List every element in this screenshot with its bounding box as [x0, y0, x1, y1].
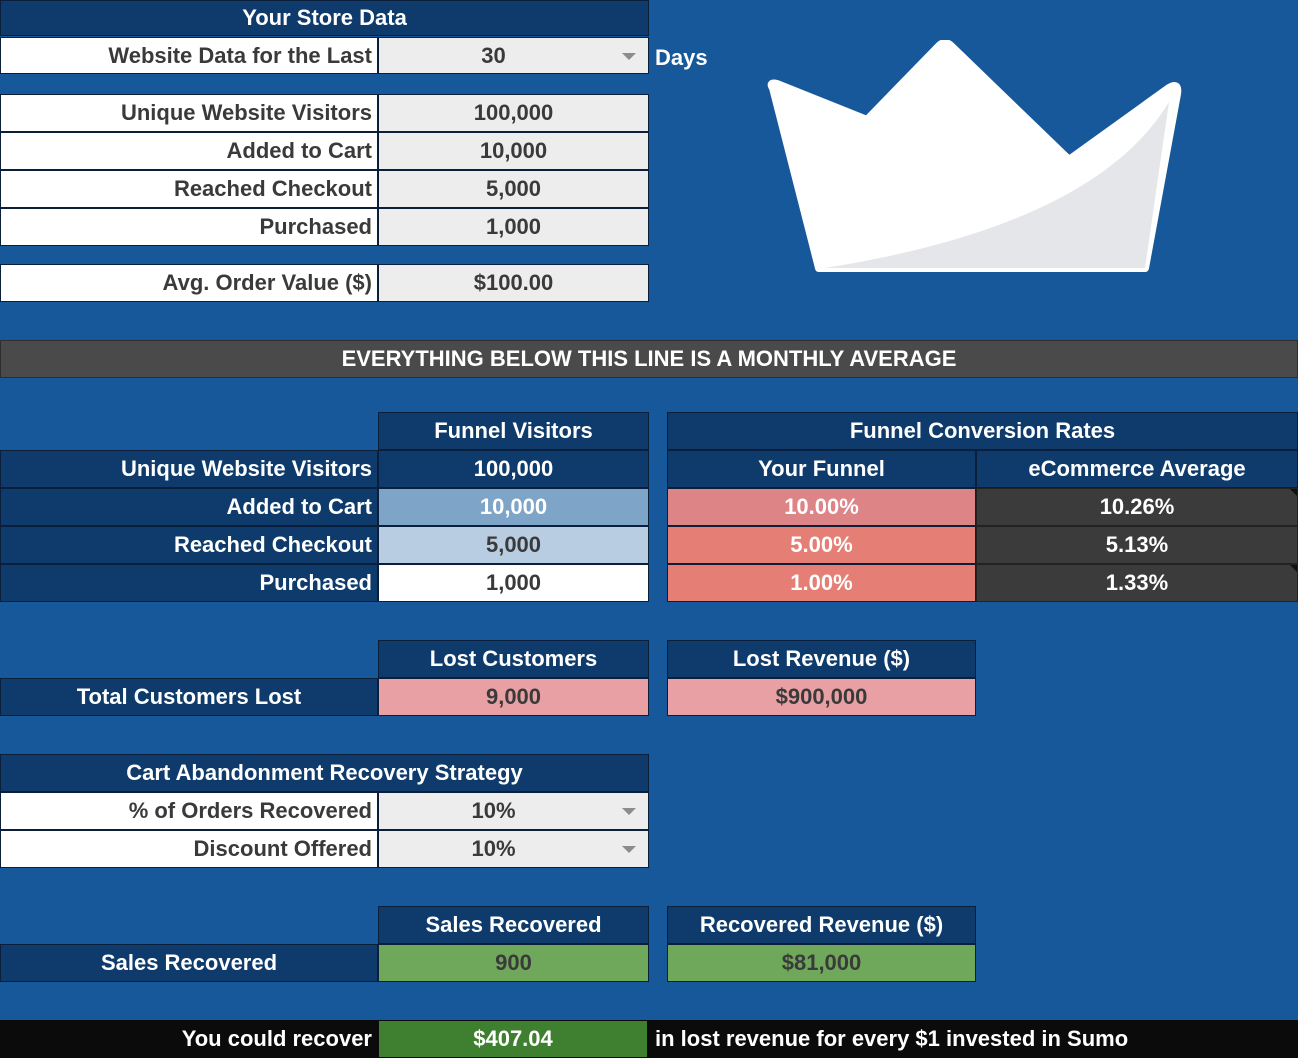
period-dropdown[interactable]: 30	[378, 37, 649, 74]
store-input-visitors[interactable]: 100,000	[378, 94, 649, 132]
store-label-checkout: Reached Checkout	[0, 170, 378, 208]
recovery-strategy-header: Cart Abandonment Recovery Strategy	[0, 754, 649, 792]
lost-revenue-value: $900,000	[667, 678, 976, 716]
aov-input[interactable]: $100.00	[378, 264, 649, 302]
orders-recovered-label: % of Orders Recovered	[0, 792, 378, 830]
funnel-label-cart: Added to Cart	[0, 488, 378, 526]
total-customers-lost-label: Total Customers Lost	[0, 678, 378, 716]
funnel-label-visitors: Unique Website Visitors	[0, 450, 378, 488]
recovered-revenue-value: $81,000	[667, 944, 976, 982]
sales-recovered-value: 900	[378, 944, 649, 982]
period-label: Website Data for the Last	[0, 37, 378, 74]
funnel-label-checkout: Reached Checkout	[0, 526, 378, 564]
store-label-cart: Added to Cart	[0, 132, 378, 170]
orders-recovered-dropdown[interactable]: 10%	[378, 792, 649, 830]
funnel-visitors-header: Funnel Visitors	[378, 412, 649, 450]
ecommerce-purchased-rate: 1.33%	[976, 564, 1298, 602]
recovered-revenue-header: Recovered Revenue ($)	[667, 906, 976, 944]
period-unit: Days	[655, 45, 708, 70]
footer-suffix: in lost revenue for every $1 invested in…	[655, 1026, 1129, 1051]
funnel-value-visitors: 100,000	[378, 450, 649, 488]
crown-icon	[767, 40, 1182, 272]
store-input-purchased[interactable]: 1,000	[378, 208, 649, 246]
sales-recovered-header: Sales Recovered	[378, 906, 649, 944]
ecommerce-checkout-rate: 5.13%	[976, 526, 1298, 564]
lost-revenue-header: Lost Revenue ($)	[667, 640, 976, 678]
discount-offered-label: Discount Offered	[0, 830, 378, 868]
ecommerce-cart-rate: 10.26%	[976, 488, 1298, 526]
store-label-visitors: Unique Website Visitors	[0, 94, 378, 132]
lost-customers-header: Lost Customers	[378, 640, 649, 678]
funnel-label-purchased: Purchased	[0, 564, 378, 602]
store-label-purchased: Purchased	[0, 208, 378, 246]
store-data-header: Your Store Data	[0, 0, 649, 36]
funnel-value-checkout: 5,000	[378, 526, 649, 564]
store-input-cart[interactable]: 10,000	[378, 132, 649, 170]
monthly-average-divider: EVERYTHING BELOW THIS LINE IS A MONTHLY …	[0, 340, 1298, 378]
aov-label: Avg. Order Value ($)	[0, 264, 378, 302]
your-funnel-checkout-rate: 5.00%	[667, 526, 976, 564]
funnel-value-purchased: 1,000	[378, 564, 649, 602]
your-funnel-header: Your Funnel	[667, 450, 976, 488]
ecommerce-average-header: eCommerce Average	[976, 450, 1298, 488]
footer-prefix: You could recover	[0, 1020, 378, 1058]
footer-roi-value: $407.04	[378, 1020, 648, 1058]
store-input-checkout[interactable]: 5,000	[378, 170, 649, 208]
sales-recovered-label: Sales Recovered	[0, 944, 378, 982]
funnel-rates-header: Funnel Conversion Rates	[667, 412, 1298, 450]
funnel-value-cart: 10,000	[378, 488, 649, 526]
lost-customers-value: 9,000	[378, 678, 649, 716]
your-funnel-purchased-rate: 1.00%	[667, 564, 976, 602]
your-funnel-cart-rate: 10.00%	[667, 488, 976, 526]
discount-offered-dropdown[interactable]: 10%	[378, 830, 649, 868]
